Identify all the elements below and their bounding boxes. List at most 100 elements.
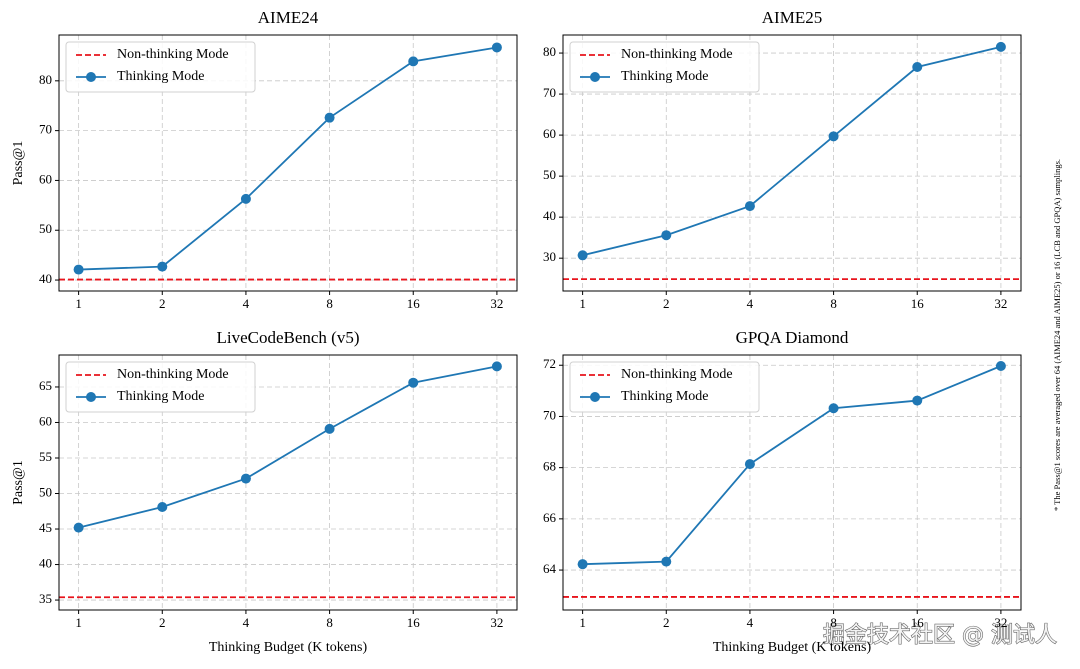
- point: [577, 250, 588, 261]
- y-tick-label: 70: [39, 122, 52, 137]
- series-line: [582, 46, 1002, 257]
- y-tick-label: 70: [543, 407, 556, 422]
- x-tick-label: 8: [830, 615, 837, 630]
- footnote: * The Pass@1 scores are averaged over 64…: [1052, 159, 1062, 511]
- subplot-title: AIME24: [258, 8, 319, 27]
- subplot-title: GPQA Diamond: [736, 328, 849, 347]
- point: [324, 423, 335, 434]
- point: [661, 556, 672, 567]
- legend-label: Non-thinking Mode: [621, 47, 733, 62]
- y-tick-label: 55: [39, 449, 52, 464]
- series-line: [78, 365, 498, 529]
- series-line: [78, 46, 498, 271]
- x-tick-label: 2: [159, 296, 166, 311]
- point: [995, 361, 1006, 372]
- subplot-title: AIME25: [762, 8, 822, 27]
- legend-label: Non-thinking Mode: [117, 367, 229, 382]
- series-line: [582, 365, 1002, 566]
- point: [73, 264, 84, 275]
- y-tick-label: 80: [543, 44, 556, 59]
- legend-marker: [590, 392, 600, 402]
- y-tick-label: 50: [543, 167, 556, 182]
- y-axis-label: Pass@1: [11, 141, 26, 186]
- point: [157, 261, 168, 272]
- legend-marker: [86, 72, 96, 82]
- x-tick-label: 4: [747, 615, 754, 630]
- point: [73, 522, 84, 533]
- point: [912, 395, 923, 406]
- x-tick-label: 32: [490, 615, 503, 630]
- point: [744, 201, 755, 212]
- axes-frame: [58, 354, 518, 611]
- axes-frame: [562, 354, 1022, 611]
- x-tick-label: 16: [911, 296, 925, 311]
- x-tick-label: 4: [243, 296, 250, 311]
- point: [240, 193, 251, 204]
- legend-label: Thinking Mode: [117, 69, 205, 84]
- legend-label: Non-thinking Mode: [117, 47, 229, 62]
- subplot: 1 2 4 8 16 32 40 50 60 70 80 AIME24 Pass@1 Non-thinki…: [11, 8, 518, 311]
- x-tick-label: 32: [994, 615, 1007, 630]
- legend-label: Thinking Mode: [621, 389, 709, 404]
- x-tick-label: 16: [407, 296, 421, 311]
- legend-box: [569, 361, 760, 413]
- x-tick-label: 8: [830, 296, 837, 311]
- subplot: 1 2 4 8 16 32 64 66 68 70 72 GPQA Diamond Thinking B…: [543, 328, 1022, 655]
- x-axis-label: Thinking Budget (K tokens): [209, 640, 368, 655]
- legend-box: [65, 41, 256, 93]
- x-tick-label: 8: [326, 615, 333, 630]
- y-tick-label: 60: [39, 171, 52, 186]
- point: [828, 131, 839, 142]
- point: [828, 403, 839, 414]
- point: [408, 56, 419, 67]
- y-tick-label: 60: [39, 413, 52, 428]
- x-tick-label: 1: [579, 296, 586, 311]
- y-tick-label: 50: [39, 484, 52, 499]
- subplot: 1 2 4 8 16 32 35 40 45 50 55 60 65 LiveCodeBench (v5)…: [11, 328, 518, 655]
- axes-frame: [562, 34, 1022, 292]
- point: [661, 230, 672, 241]
- y-tick-label: 50: [39, 221, 52, 236]
- point: [491, 42, 502, 53]
- point: [491, 361, 502, 372]
- subplot: 1 2 4 8 16 32 30 40 50 60 70 80 AIME25 Non-thinking M…: [543, 8, 1022, 311]
- legend-marker: [590, 72, 600, 82]
- watermark: 掘金技术社区 @ 测试人: [823, 623, 1057, 648]
- x-tick-label: 1: [75, 615, 82, 630]
- y-tick-label: 66: [543, 510, 557, 525]
- x-tick-label: 16: [911, 615, 925, 630]
- x-tick-label: 8: [326, 296, 333, 311]
- y-tick-label: 30: [543, 249, 556, 264]
- y-tick-label: 40: [39, 556, 52, 571]
- x-tick-label: 4: [243, 615, 250, 630]
- y-tick-label: 65: [39, 378, 52, 393]
- y-tick-label: 45: [39, 520, 52, 535]
- legend-marker: [86, 392, 96, 402]
- y-tick-label: 72: [543, 356, 556, 371]
- x-tick-label: 2: [663, 296, 670, 311]
- x-tick-label: 1: [75, 296, 82, 311]
- x-axis-label: Thinking Budget (K tokens): [713, 640, 872, 655]
- x-tick-label: 2: [663, 615, 670, 630]
- point: [577, 559, 588, 570]
- point: [744, 459, 755, 470]
- subplot-title: LiveCodeBench (v5): [216, 328, 359, 347]
- legend-label: Thinking Mode: [621, 69, 709, 84]
- x-tick-label: 4: [747, 296, 754, 311]
- y-axis-label: Pass@1: [11, 460, 26, 505]
- y-tick-label: 40: [39, 271, 52, 286]
- y-tick-label: 80: [39, 72, 52, 87]
- legend-label: Thinking Mode: [117, 389, 205, 404]
- legend-label: Non-thinking Mode: [621, 367, 733, 382]
- x-tick-label: 16: [407, 615, 421, 630]
- point: [157, 502, 168, 513]
- y-tick-label: 60: [543, 126, 556, 141]
- point: [995, 41, 1006, 52]
- point: [912, 62, 923, 72]
- y-tick-label: 35: [39, 591, 52, 606]
- x-tick-label: 32: [994, 296, 1007, 311]
- y-tick-label: 40: [543, 208, 556, 223]
- x-tick-label: 1: [579, 615, 586, 630]
- axes-frame: [58, 34, 518, 292]
- point: [408, 377, 419, 388]
